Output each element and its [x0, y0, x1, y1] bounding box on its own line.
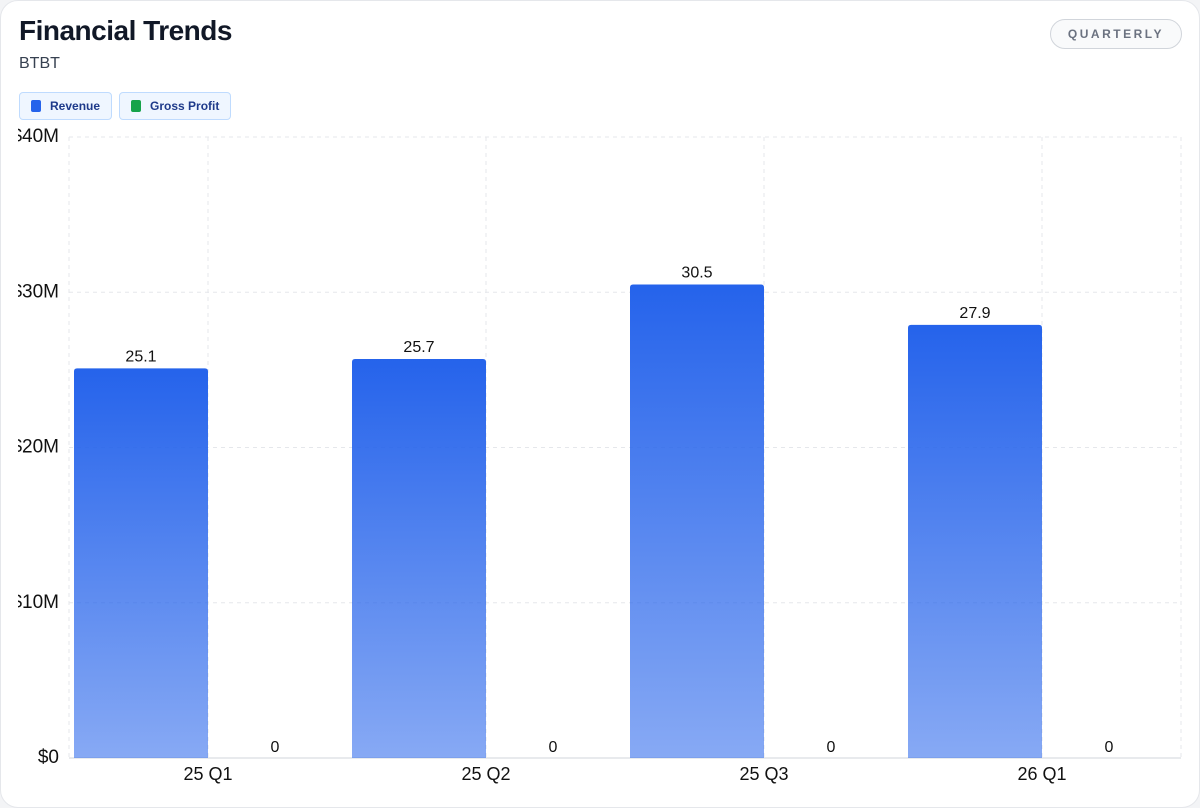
x-tick-label: 25 Q2	[461, 764, 510, 784]
value-label: 0	[271, 739, 280, 756]
y-tick-label: $0	[38, 747, 59, 768]
bar	[352, 359, 486, 758]
value-label: 25.1	[125, 349, 156, 366]
x-tick-label: 25 Q1	[183, 764, 232, 784]
x-tick-label: 25 Q3	[739, 764, 788, 784]
legend-swatch	[131, 100, 142, 112]
legend-item[interactable]: Gross Profit	[119, 92, 232, 120]
value-label: 0	[827, 739, 836, 756]
value-label: 25.7	[403, 339, 434, 356]
y-tick-label: $30M	[11, 281, 59, 302]
value-label: 30.5	[681, 265, 712, 282]
y-tick-label: $20M	[11, 437, 59, 458]
bar	[630, 284, 764, 758]
y-tick-label: $40M	[11, 126, 59, 147]
chart-title: Financial Trends	[19, 15, 232, 46]
value-label: 0	[549, 739, 558, 756]
value-label: 27.9	[959, 305, 990, 322]
legend-label: Revenue	[50, 99, 101, 113]
legend-item[interactable]: Revenue	[19, 92, 113, 120]
bar	[908, 324, 1042, 758]
legend-swatch	[31, 100, 41, 112]
legend: Revenue Gross Profit	[19, 92, 232, 120]
chart-subtitle: BTBT	[19, 55, 60, 72]
y-tick-label: $10M	[11, 592, 59, 613]
value-label: 0	[1105, 739, 1114, 756]
legend-label: Gross Profit	[150, 99, 220, 113]
x-tick-label: 26 Q1	[1017, 764, 1066, 784]
period-button[interactable]: QUARTERLY	[1049, 19, 1182, 49]
bar	[74, 368, 208, 758]
